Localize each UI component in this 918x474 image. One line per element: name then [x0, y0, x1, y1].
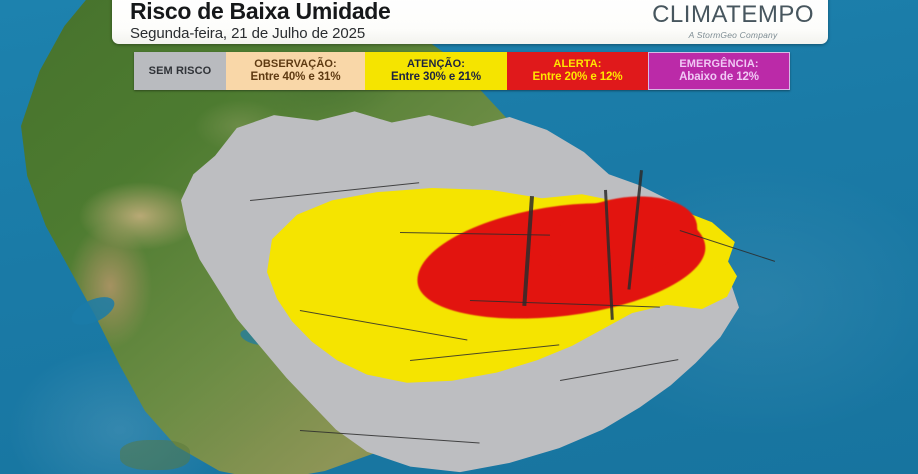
legend-item-atencao: ATENÇÃO: Entre 30% e 21% — [365, 52, 507, 90]
legend-label: ATENÇÃO: — [406, 58, 466, 71]
legend-item-observacao: OBSERVAÇÃO: Entre 40% e 31% — [226, 52, 365, 90]
legend-item-alerta: ALERTA: Entre 20% e 12% — [507, 52, 648, 90]
brand-name: CLIMATEMPO — [652, 0, 814, 28]
legend-range: Entre 20% e 12% — [532, 70, 623, 83]
legend-range: Entre 40% e 31% — [250, 70, 341, 83]
climatempo-logo: CLIMATEMPO A StormGeo Company — [652, 0, 814, 40]
legend-label: EMERGÊNCIA: — [679, 58, 759, 71]
legend-label: ALERTA: — [553, 58, 602, 71]
header-text-block: Risco de Baixa Umidade Segunda-feira, 21… — [130, 0, 391, 44]
brand-tagline: A StormGeo Company — [688, 29, 778, 40]
forecast-date: Segunda-feira, 21 de Julho de 2025 — [130, 25, 366, 43]
risk-legend: SEM RISCO OBSERVAÇÃO: Entre 40% e 31% AT… — [134, 52, 790, 90]
legend-range: Abaixo de 12% — [679, 70, 759, 83]
legend-range: Entre 30% e 21% — [391, 70, 481, 83]
legend-label: OBSERVAÇÃO: — [254, 58, 337, 71]
header-panel: Risco de Baixa Umidade Segunda-feira, 21… — [112, 0, 828, 44]
legend-item-emergencia: EMERGÊNCIA: Abaixo de 12% — [648, 52, 790, 90]
legend-label: SEM RISCO — [148, 64, 212, 77]
legend-item-sem-risco: SEM RISCO — [134, 52, 226, 90]
page-title: Risco de Baixa Umidade — [130, 0, 391, 25]
